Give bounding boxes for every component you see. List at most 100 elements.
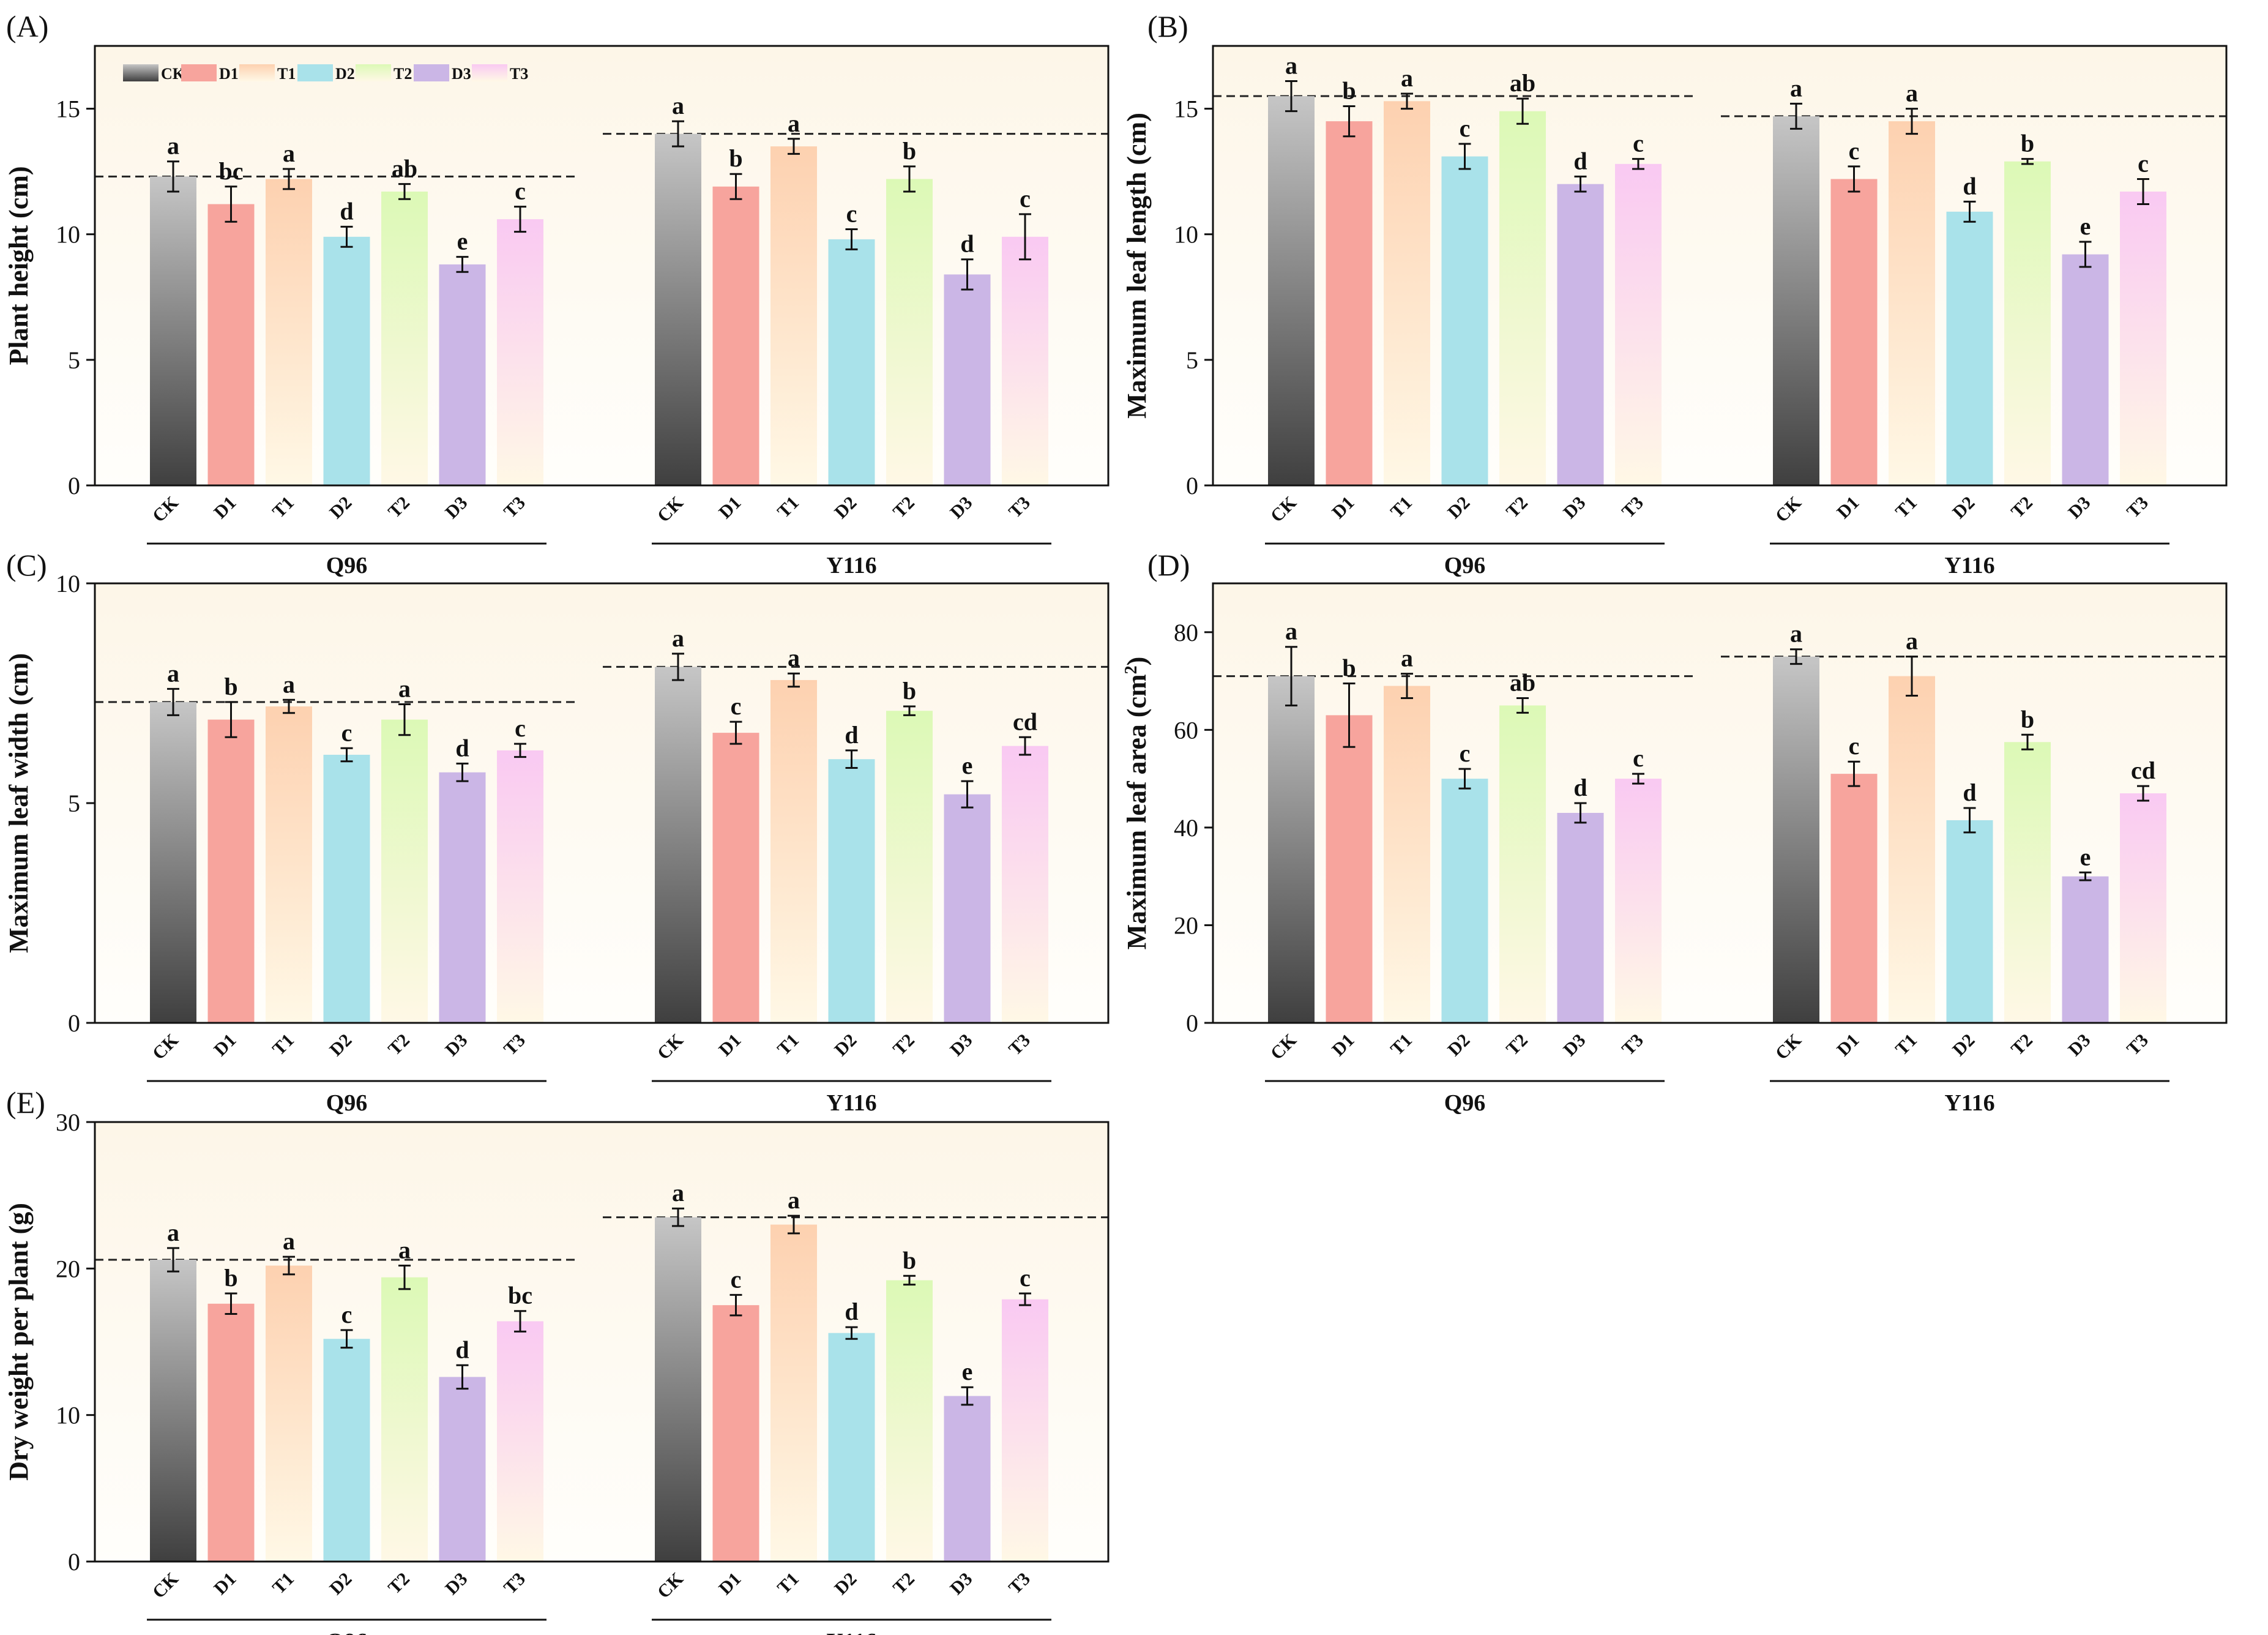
legend-label: T1 [277, 65, 296, 83]
bar-D2 [1441, 156, 1488, 486]
plot-background [95, 46, 1108, 485]
bar-T3 [2120, 793, 2166, 1023]
x-tick-label: CK [654, 1030, 688, 1064]
significance-letter: d [1963, 779, 1976, 806]
significance-letter: a [398, 1237, 411, 1264]
y-axis-label-end: ) [1122, 657, 1152, 666]
bar-T1 [1889, 121, 1935, 486]
group-label: Q96 [1444, 1090, 1486, 1116]
x-tick-label: D2 [830, 1569, 860, 1599]
bar-D2 [828, 239, 875, 485]
plot-frame [94, 582, 1110, 1024]
bar-D1 [712, 186, 759, 485]
significance-letter: c [731, 692, 742, 720]
x-tick-label: T2 [384, 493, 414, 522]
significance-letter: a [1285, 51, 1297, 79]
significance-letter: a [283, 140, 295, 167]
x-tick-label: T1 [1387, 1030, 1416, 1060]
significance-letter: a [788, 1186, 800, 1214]
significance-letter: ab [1510, 69, 1535, 97]
significance-letter: c [1849, 732, 1860, 760]
bar-CK [1773, 656, 1819, 1023]
chart-panel: (C) 0 5 10 Maximum leaf width (cm) a CK b D1 a T1 c… [4, 548, 1110, 1116]
x-tick-label: T3 [1005, 493, 1034, 522]
y-tick-label: 0 [1186, 1009, 1198, 1037]
significance-letter: a [167, 1219, 179, 1246]
x-tick-label: D2 [1444, 1030, 1474, 1060]
y-tick-label: 30 [56, 1109, 80, 1136]
x-tick-label: T1 [774, 1030, 803, 1060]
y-axis-label: Maximum leaf length (cm) [1122, 113, 1152, 419]
y-tick-label: 10 [56, 221, 80, 249]
bar-D1 [1326, 121, 1373, 486]
bar-D1 [712, 733, 759, 1023]
significance-letter: a [1790, 620, 1802, 648]
significance-letter: c [341, 719, 353, 746]
significance-letter: a [283, 1227, 295, 1255]
bar-CK [150, 1259, 196, 1562]
x-tick-label: D3 [1559, 493, 1589, 523]
x-tick-label: D1 [715, 1569, 745, 1599]
x-tick-label: D1 [210, 493, 240, 523]
significance-letter: b [1342, 77, 1356, 104]
y-tick-label: 15 [56, 95, 80, 123]
bar-T1 [770, 679, 817, 1023]
legend-swatch-T2 [356, 64, 391, 81]
bar-D3 [1557, 812, 1604, 1023]
bar-D1 [207, 204, 255, 485]
plot-frame [1212, 582, 2228, 1024]
plot-background [95, 1122, 1108, 1562]
x-tick-label: D2 [1444, 493, 1474, 523]
group-label: Y116 [826, 553, 876, 578]
significance-letter: a [1906, 80, 1918, 107]
panel-label: (E) [6, 1085, 45, 1120]
x-tick-label: D1 [1328, 493, 1358, 523]
bar-T2 [381, 719, 428, 1023]
bar-T2 [886, 1280, 933, 1562]
bar-D1 [207, 719, 255, 1023]
bar-CK [1773, 116, 1819, 485]
bar-T3 [1615, 163, 1662, 485]
x-tick-label: D3 [441, 1030, 471, 1060]
y-tick-label: 10 [56, 1402, 80, 1429]
significance-letter: b [1342, 654, 1356, 682]
legend-swatch-T1 [239, 64, 275, 81]
bar-D3 [2062, 254, 2109, 485]
significance-letter: a [167, 659, 179, 687]
bar-T3 [2120, 191, 2166, 485]
bar-D2 [828, 759, 875, 1023]
significance-letter: a [1401, 645, 1413, 672]
bar-D1 [1830, 179, 1878, 485]
x-tick-label: D1 [210, 1569, 240, 1599]
x-tick-label: CK [654, 1568, 688, 1603]
y-tick-label: 0 [1186, 472, 1198, 499]
bar-D3 [944, 794, 991, 1023]
significance-letter: c [2138, 149, 2149, 177]
bar-T2 [1499, 705, 1546, 1023]
bar-D2 [1946, 820, 1993, 1023]
bar-T2 [1499, 111, 1546, 485]
x-tick-label: D2 [326, 1030, 356, 1060]
bar-D3 [439, 1377, 486, 1562]
y-tick-label: 5 [68, 346, 80, 374]
x-tick-label: T2 [889, 1569, 919, 1598]
bar-D2 [323, 1339, 370, 1562]
x-tick-label: D1 [1833, 493, 1863, 523]
bar-T3 [497, 219, 543, 485]
significance-letter: b [224, 673, 237, 700]
y-axis-label: Maximum leaf width (cm) [4, 653, 34, 953]
significance-letter: b [2021, 130, 2034, 157]
bar-D1 [1830, 774, 1878, 1023]
x-tick-label: D2 [830, 1030, 860, 1060]
panel-label: (C) [6, 548, 47, 582]
bar-CK [150, 702, 196, 1023]
significance-letter: d [1573, 147, 1587, 174]
x-tick-label: D2 [830, 493, 860, 523]
bar-D3 [439, 772, 486, 1023]
bar-T3 [1002, 746, 1048, 1023]
x-tick-label: D3 [2064, 493, 2094, 523]
x-tick-label: CK [1267, 1030, 1301, 1064]
bar-D1 [1326, 715, 1373, 1023]
